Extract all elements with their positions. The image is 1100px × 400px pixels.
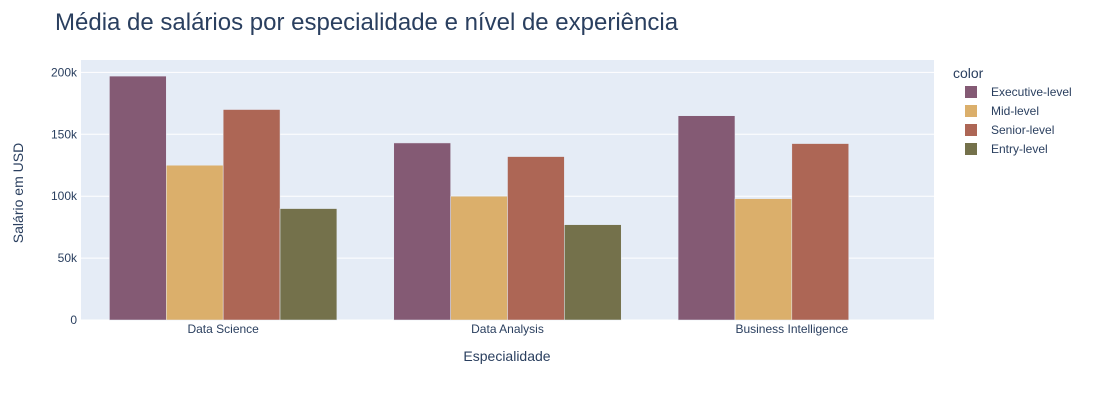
legend-title: color <box>953 65 984 81</box>
legend-swatch[interactable] <box>965 105 977 117</box>
x-axis-ticks: Data Science Data Analysis Business Intell… <box>187 322 848 336</box>
bar[interactable] <box>734 198 793 321</box>
bar[interactable] <box>393 142 451 321</box>
y-tick-label: 50k <box>58 251 78 265</box>
chart-title: Média de salários por especialidade e ní… <box>55 9 679 36</box>
legend-swatch[interactable] <box>965 124 977 136</box>
x-axis-title: Especialidade <box>463 348 550 364</box>
legend-label[interactable]: Mid-level <box>991 104 1039 118</box>
bar[interactable] <box>791 143 849 321</box>
legend-label[interactable]: Entry-level <box>991 142 1048 156</box>
y-tick-label: 200k <box>51 65 78 79</box>
bar[interactable] <box>564 224 622 321</box>
bar[interactable] <box>677 115 736 321</box>
y-tick-label: 150k <box>51 127 78 141</box>
y-tick-label: 0 <box>70 313 77 327</box>
bar[interactable] <box>222 109 281 321</box>
y-axis-title: Salário em USD <box>10 143 26 243</box>
x-tick-label: Business Intelligence <box>735 322 848 336</box>
y-axis-ticks: 0 50k 100k 150k 200k <box>51 65 78 327</box>
bar[interactable] <box>450 195 508 321</box>
legend-label[interactable]: Executive-level <box>991 85 1072 99</box>
legend: color Executive-level Mid-level Senior-lev… <box>953 65 1072 156</box>
bar[interactable] <box>166 164 224 321</box>
bar[interactable] <box>109 75 167 321</box>
x-tick-label: Data Science <box>187 322 259 336</box>
x-tick-label: Data Analysis <box>471 322 544 336</box>
y-tick-label: 100k <box>51 189 78 203</box>
legend-swatch[interactable] <box>965 143 977 155</box>
bar[interactable] <box>279 208 338 321</box>
legend-swatch[interactable] <box>965 86 977 98</box>
legend-label[interactable]: Senior-level <box>991 123 1054 137</box>
bars <box>109 75 849 321</box>
bar[interactable] <box>507 156 565 321</box>
